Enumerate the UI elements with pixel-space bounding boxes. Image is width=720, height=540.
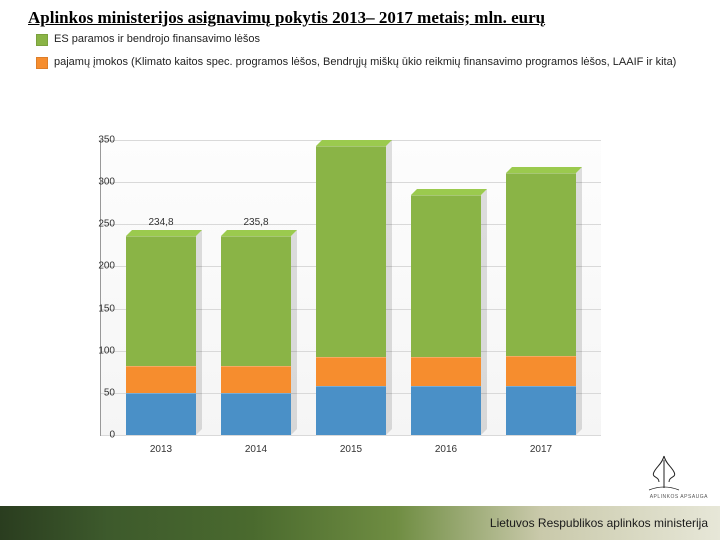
bar-seg-es [506,173,576,356]
bar-seg-other [411,386,481,435]
x-axis-label: 2015 [316,444,386,455]
chart-area: 2013234,82014235,8201520162017 050100150… [60,130,620,470]
bar-seg-es [221,236,291,366]
bar-value-label: 235,8 [216,217,296,228]
x-axis-label: 2017 [506,444,576,455]
y-axis-label: 350 [85,135,115,146]
legend-swatch-pajamu [36,57,48,69]
bar-seg-other [126,393,196,435]
legend-label-pajamu: pajamų įmokos (Klimato kaitos spec. prog… [54,55,676,70]
legend-item-pajamu: pajamų įmokos (Klimato kaitos spec. prog… [36,55,692,70]
y-axis-label: 300 [85,177,115,188]
chart-title: Aplinkos ministerijos asignavimų pokytis… [0,0,720,32]
bar-seg-es [126,236,196,366]
bar-2016 [411,195,481,435]
bar-2013 [126,236,196,435]
x-axis-label: 2016 [411,444,481,455]
bar-seg-other [221,393,291,435]
x-axis-label: 2014 [221,444,291,455]
y-axis-label: 0 [85,430,115,441]
tree-logo-icon [629,454,699,496]
logo-caption: APLINKOS APSAUGA [650,494,708,500]
plot-area: 2013234,82014235,8201520162017 [100,140,601,436]
footer-band: Lietuvos Respublikos aplinkos ministerij… [0,506,720,540]
y-axis-label: 50 [85,387,115,398]
y-axis-label: 250 [85,219,115,230]
y-axis-label: 100 [85,345,115,356]
footer-text: Lietuvos Respublikos aplinkos ministerij… [490,516,708,530]
bar-seg-other [506,386,576,435]
y-axis-label: 200 [85,261,115,272]
bar-2014 [221,236,291,435]
bar-seg-pajamu [316,357,386,387]
legend-swatch-es [36,34,48,46]
ministry-logo [624,454,704,496]
x-axis-label: 2013 [126,444,196,455]
legend-item-es: ES paramos ir bendrojo finansavimo lėšos [36,32,692,47]
bar-seg-other [316,386,386,435]
bar-seg-es [411,195,481,357]
bar-2017 [506,173,576,435]
grid-line [101,435,601,436]
bar-seg-es [316,146,386,357]
chart-legend: ES paramos ir bendrojo finansavimo lėšos… [0,32,720,70]
bar-seg-pajamu [506,356,576,386]
bar-seg-pajamu [221,366,291,393]
bar-value-label: 234,8 [121,217,201,228]
bar-seg-pajamu [126,366,196,393]
bar-seg-pajamu [411,357,481,387]
bar-2015 [316,146,386,435]
y-axis-label: 150 [85,303,115,314]
legend-label-es: ES paramos ir bendrojo finansavimo lėšos [54,32,260,47]
